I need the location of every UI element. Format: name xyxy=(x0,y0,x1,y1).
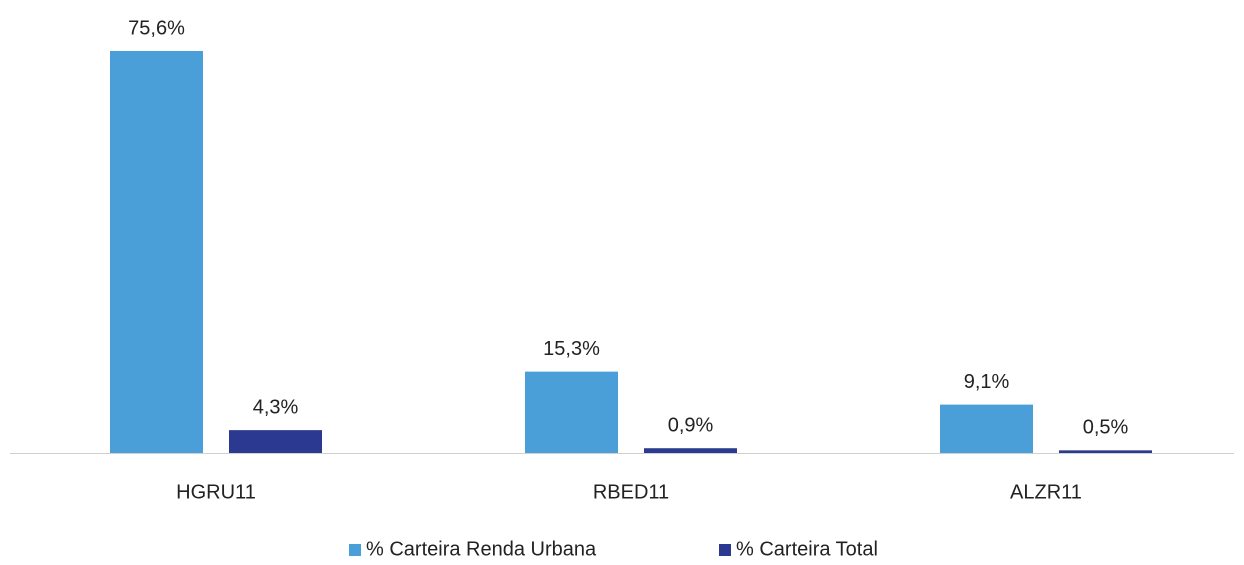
bar xyxy=(229,430,322,453)
legend-swatch xyxy=(349,544,361,556)
legend-label: % Carteira Total xyxy=(736,538,878,560)
data-label: 0,5% xyxy=(1083,417,1129,439)
bar xyxy=(525,371,618,453)
x-tick-label: HGRU11 xyxy=(176,481,256,503)
bar xyxy=(110,51,203,453)
x-tick-label: ALZR11 xyxy=(1010,481,1082,503)
data-label: 4,3% xyxy=(253,396,299,418)
data-label: 15,3% xyxy=(543,338,600,360)
bar xyxy=(940,404,1033,453)
legend-label: % Carteira Renda Urbana xyxy=(366,538,597,560)
x-tick-label: RBED11 xyxy=(593,481,669,503)
data-label: 0,9% xyxy=(668,414,714,436)
data-label: 75,6% xyxy=(128,17,185,39)
bar xyxy=(644,448,737,453)
bar xyxy=(1059,450,1152,453)
data-label: 9,1% xyxy=(964,371,1010,393)
legend-swatch xyxy=(719,544,731,556)
